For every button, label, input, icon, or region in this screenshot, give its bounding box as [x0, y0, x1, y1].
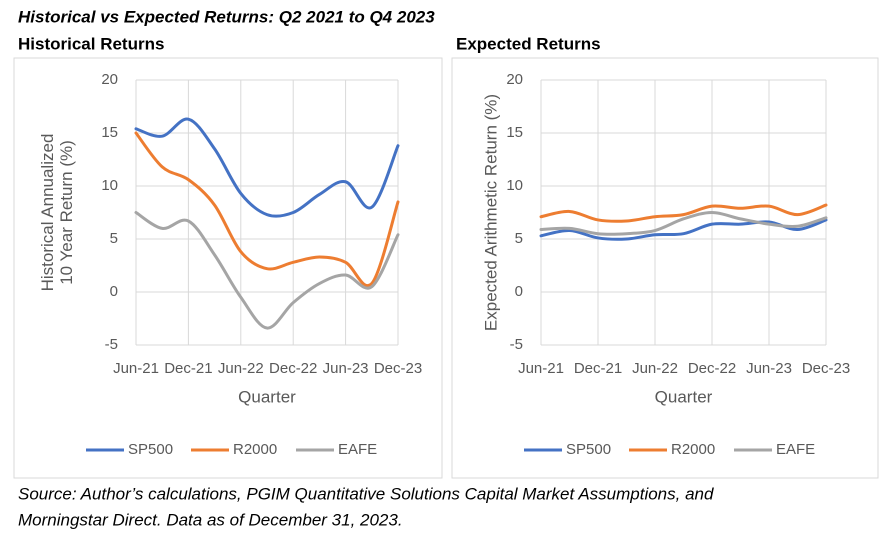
legend-label: R2000 [671, 441, 715, 458]
x-tick-label: Dec-21 [164, 360, 212, 377]
y-tick-label: -5 [105, 336, 118, 353]
y-tick-label: 0 [515, 283, 523, 300]
x-tick-label: Jun-21 [113, 360, 159, 377]
source-note: Morningstar Direct. Data as of December … [18, 510, 403, 529]
series-line [134, 131, 400, 288]
y-tick-label: 20 [101, 71, 118, 88]
x-axis-label: Quarter [655, 387, 713, 406]
series-line [539, 210, 828, 236]
x-tick-label: Jun-23 [323, 360, 369, 377]
legend-label: SP500 [128, 441, 173, 458]
x-tick-label: Jun-21 [518, 360, 564, 377]
page-title: Historical vs Expected Returns: Q2 2021 … [18, 7, 435, 26]
y-tick-label: 10 [506, 177, 523, 194]
x-tick-label: Jun-23 [746, 360, 792, 377]
y-tick-label: 5 [110, 230, 118, 247]
series-line [134, 117, 400, 218]
x-tick-label: Jun-22 [632, 360, 678, 377]
chart-frame [13, 57, 443, 479]
y-axis-label: Historical Annualized [38, 134, 57, 292]
y-tick-label: 15 [506, 124, 523, 141]
legend-label: EAFE [776, 441, 815, 458]
y-tick-label: 15 [101, 124, 118, 141]
y-axis-label: 10 Year Return (%) [57, 140, 76, 285]
x-tick-label: Dec-22 [688, 360, 736, 377]
y-tick-label: 5 [515, 230, 523, 247]
chart-title: Historical Returns [18, 34, 164, 53]
source-note: Source: Author’s calculations, PGIM Quan… [18, 484, 714, 503]
legend-label: EAFE [338, 441, 377, 458]
x-tick-label: Dec-22 [269, 360, 317, 377]
y-tick-label: 20 [506, 71, 523, 88]
chart-title: Expected Returns [456, 34, 601, 53]
series-line [134, 211, 400, 330]
chart-frame [451, 57, 879, 479]
y-axis-label: Expected Arithmetic Return (%) [481, 94, 500, 331]
legend-label: SP500 [566, 441, 611, 458]
x-tick-label: Dec-21 [574, 360, 622, 377]
y-tick-label: 10 [101, 177, 118, 194]
x-tick-label: Jun-22 [218, 360, 264, 377]
y-tick-label: 0 [110, 283, 118, 300]
x-axis-label: Quarter [238, 387, 296, 406]
x-tick-label: Dec-23 [374, 360, 422, 377]
x-tick-label: Dec-23 [802, 360, 850, 377]
y-tick-label: -5 [510, 336, 523, 353]
series-line [539, 203, 828, 223]
legend-label: R2000 [233, 441, 277, 458]
